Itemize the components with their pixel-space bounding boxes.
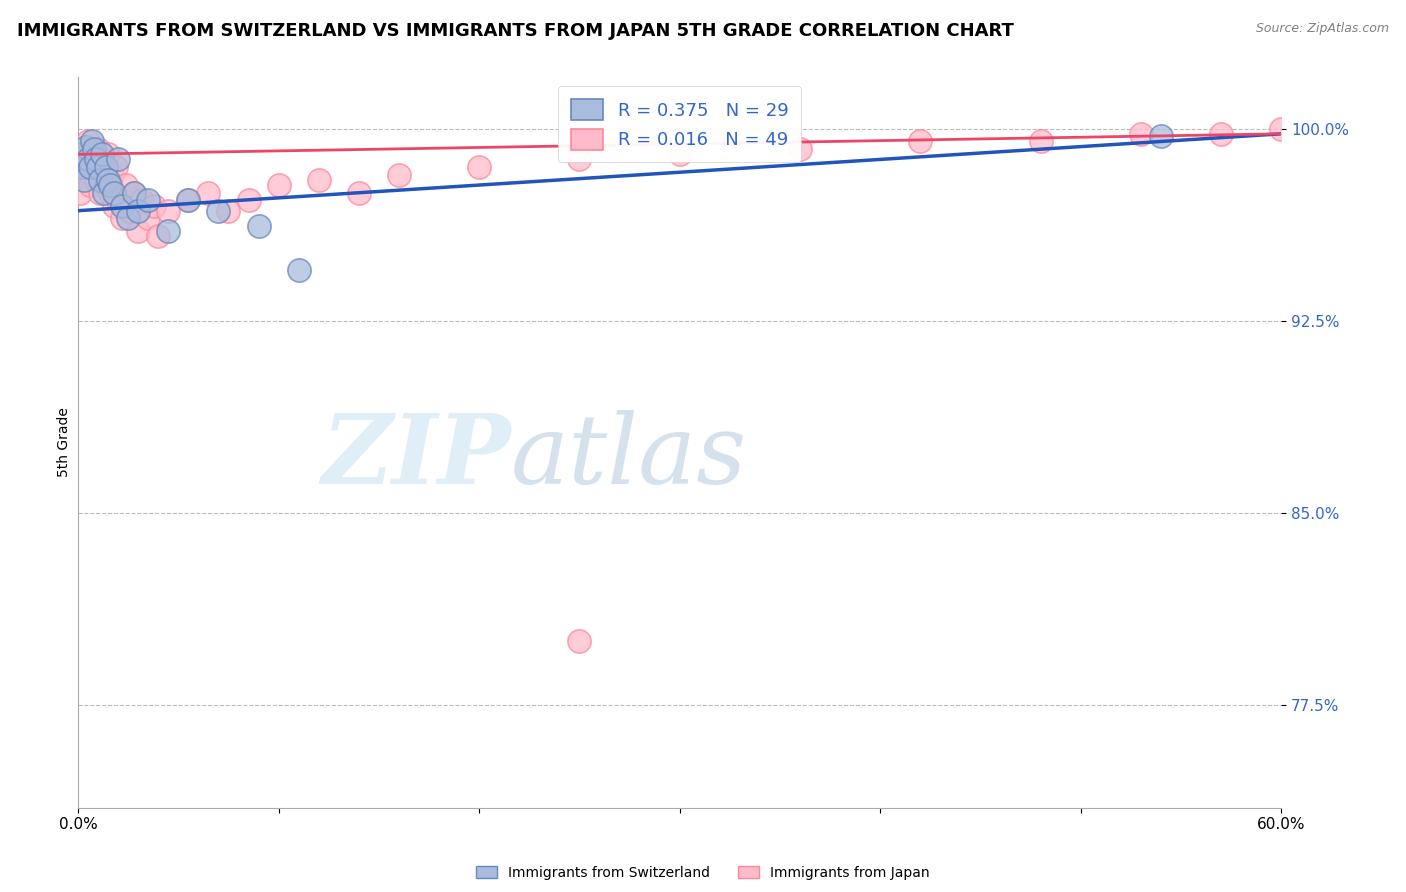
Legend: R = 0.375   N = 29, R = 0.016   N = 49: R = 0.375 N = 29, R = 0.016 N = 49 [558, 87, 801, 162]
Point [70, 160, 93, 174]
Point [73, 142, 96, 156]
Point [1129, 127, 1152, 141]
Point [79, 178, 101, 192]
Point [77, 135, 100, 149]
Point [87, 142, 110, 156]
Point [70, 153, 93, 167]
Point [1289, 301, 1312, 315]
Point [115, 178, 138, 192]
Point [93, 186, 115, 200]
Point [308, 173, 330, 187]
Point [157, 203, 180, 218]
Point [93, 168, 115, 182]
Point [218, 203, 240, 218]
Point [77, 153, 100, 167]
Point [117, 211, 139, 226]
Point [84, 173, 107, 187]
Point [120, 203, 142, 218]
Point [238, 194, 260, 208]
Point [177, 194, 200, 208]
Point [197, 186, 219, 200]
Point [668, 147, 690, 161]
Point [1270, 121, 1292, 136]
Point [207, 203, 229, 218]
Point [82, 135, 104, 149]
Point [73, 173, 96, 187]
Point [347, 186, 370, 200]
Point [89, 186, 111, 200]
Point [98, 178, 121, 192]
Point [131, 194, 153, 208]
Point [96, 160, 118, 174]
Point [143, 198, 166, 212]
Point [127, 203, 149, 218]
Point [107, 153, 129, 167]
Point [157, 224, 180, 238]
Point [91, 153, 114, 167]
Point [122, 186, 145, 200]
Point [111, 198, 134, 212]
Point [103, 198, 125, 212]
Point [789, 142, 811, 156]
Point [568, 634, 591, 648]
Point [103, 186, 125, 200]
Point [97, 147, 120, 161]
Point [247, 219, 270, 233]
Point [1150, 129, 1173, 144]
Text: atlas: atlas [512, 410, 748, 504]
Point [136, 194, 159, 208]
Legend: Immigrants from Switzerland, Immigrants from Japan: Immigrants from Switzerland, Immigrants … [471, 860, 935, 885]
Point [388, 168, 411, 182]
Point [98, 186, 121, 200]
Text: ZIP: ZIP [322, 410, 512, 504]
Point [97, 173, 120, 187]
Point [568, 153, 591, 167]
Point [127, 224, 149, 238]
Text: IMMIGRANTS FROM SWITZERLAND VS IMMIGRANTS FROM JAPAN 5TH GRADE CORRELATION CHART: IMMIGRANTS FROM SWITZERLAND VS IMMIGRANT… [17, 22, 1014, 40]
Point [122, 186, 145, 200]
Point [1029, 135, 1052, 149]
Point [69, 147, 91, 161]
Point [105, 160, 128, 174]
Text: Source: ZipAtlas.com: Source: ZipAtlas.com [1256, 22, 1389, 36]
Point [89, 173, 111, 187]
Point [87, 160, 110, 174]
Point [75, 139, 97, 153]
Point [267, 178, 290, 192]
Point [101, 168, 124, 182]
Point [136, 211, 159, 226]
Point [83, 142, 105, 156]
Point [1209, 127, 1232, 141]
Point [79, 160, 101, 174]
Point [75, 160, 97, 174]
Point [83, 160, 105, 174]
Point [96, 178, 118, 192]
Point [908, 135, 931, 149]
Point [84, 153, 107, 167]
Point [107, 194, 129, 208]
Point [468, 160, 491, 174]
Point [177, 194, 200, 208]
Point [91, 147, 114, 161]
Point [148, 229, 170, 244]
Point [82, 147, 104, 161]
Y-axis label: 5th Grade: 5th Grade [58, 408, 72, 477]
Point [287, 262, 309, 277]
Point [69, 186, 91, 200]
Point [111, 211, 134, 226]
